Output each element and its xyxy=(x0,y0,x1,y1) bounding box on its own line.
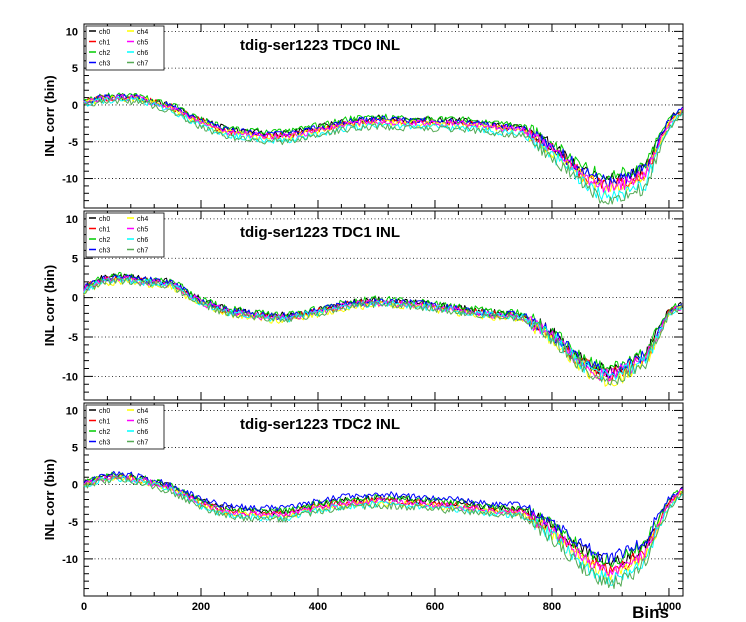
x-tick-labels: 0 200 400 600 800 1000 xyxy=(81,601,681,613)
y-tick-label: 10 xyxy=(66,214,78,226)
panel-tdc2: 10 5 0 -5 -10 0 200 400 600 800 1000 INL corr (bi… xyxy=(42,402,684,622)
series-line-ch6 xyxy=(83,475,683,586)
legend: ch0 ch1 ch2 ch3 ch4 ch5 ch6 ch7 xyxy=(85,212,165,258)
series-line-ch5 xyxy=(83,94,683,193)
panel-tdc1: 10 5 0 -5 -10 INL corr (bin) tdig-ser1223 TD… xyxy=(42,210,684,401)
x-tick-label: 400 xyxy=(309,601,327,613)
legend-label-ch7: ch7 xyxy=(137,248,148,255)
legend-label-ch3: ch3 xyxy=(99,61,110,68)
legend-label-ch4: ch4 xyxy=(137,216,148,223)
legend-label-ch5: ch5 xyxy=(137,40,148,47)
legend: ch0 ch1 ch2 ch3 ch4 ch5 ch6 ch7 xyxy=(85,25,165,71)
x-tick-label: 0 xyxy=(81,601,87,613)
legend-box xyxy=(85,404,165,450)
legend-label-ch5: ch5 xyxy=(137,419,148,426)
legend-box xyxy=(85,25,165,71)
series-line-ch7 xyxy=(83,475,683,589)
y-tick-labels: 10 5 0 -5 -10 xyxy=(62,405,78,565)
series-line-ch6 xyxy=(83,96,683,202)
y-tick-label: -10 xyxy=(62,371,78,383)
legend-label-ch0: ch0 xyxy=(99,216,110,223)
plot-frame xyxy=(83,23,684,209)
y-tick-label: 10 xyxy=(66,26,78,38)
x-tick-label: 1000 xyxy=(657,601,681,613)
legend-label-ch2: ch2 xyxy=(99,50,110,57)
y-tick-label: -10 xyxy=(62,174,78,186)
y-tick-labels: 10 5 0 -5 -10 xyxy=(62,26,78,185)
series-line-ch3 xyxy=(83,470,683,563)
legend-label-ch0: ch0 xyxy=(99,29,110,36)
y-tick-label: 5 xyxy=(72,63,78,75)
y-tick-label: 5 xyxy=(72,253,78,265)
x-tick-label: 200 xyxy=(192,601,210,613)
series-line-ch7 xyxy=(83,277,683,386)
series-line-ch3 xyxy=(83,93,683,188)
y-tick-label: 10 xyxy=(66,405,78,417)
panel-tdc0: 10 5 0 -5 -10 INL corr (bin) tdig-ser1223 TD… xyxy=(42,23,684,209)
y-axis-title: INL corr (bin) xyxy=(42,459,57,540)
legend-label-ch7: ch7 xyxy=(137,440,148,447)
legend-label-ch0: ch0 xyxy=(99,408,110,415)
legend-label-ch4: ch4 xyxy=(137,408,148,415)
axis-ticks xyxy=(83,23,683,209)
y-axis-title: INL corr (bin) xyxy=(42,75,57,156)
legend-label-ch1: ch1 xyxy=(99,227,110,234)
legend-label-ch6: ch6 xyxy=(137,237,148,244)
panel-title: tdig-ser1223 TDC1 INL xyxy=(240,224,400,241)
y-tick-label: 0 xyxy=(72,100,78,112)
panel-title: tdig-ser1223 TDC2 INL xyxy=(240,416,400,433)
y-tick-label: -10 xyxy=(62,554,78,566)
legend-box xyxy=(85,212,165,258)
legend-label-ch1: ch1 xyxy=(99,419,110,426)
legend-label-ch6: ch6 xyxy=(137,50,148,57)
y-axis-title: INL corr (bin) xyxy=(42,265,57,346)
legend-label-ch7: ch7 xyxy=(137,61,148,68)
y-tick-label: 0 xyxy=(72,293,78,305)
series-lines xyxy=(83,92,683,205)
legend-label-ch6: ch6 xyxy=(137,429,148,436)
x-tick-label: 600 xyxy=(426,601,444,613)
x-axis-title: Bins xyxy=(632,603,669,622)
legend-label-ch4: ch4 xyxy=(137,29,148,36)
y-tick-label: -5 xyxy=(68,332,78,344)
y-tick-label: 5 xyxy=(72,443,78,455)
series-lines xyxy=(83,271,683,387)
legend-label-ch2: ch2 xyxy=(99,237,110,244)
series-line-ch6 xyxy=(83,275,683,383)
y-tick-label: -5 xyxy=(68,137,78,149)
legend: ch0 ch1 ch2 ch3 ch4 ch5 ch6 ch7 xyxy=(85,404,165,450)
legend-label-ch5: ch5 xyxy=(137,227,148,234)
legend-label-ch2: ch2 xyxy=(99,429,110,436)
series-lines xyxy=(83,470,683,589)
series-line-ch7 xyxy=(83,97,683,205)
legend-label-ch3: ch3 xyxy=(99,248,110,255)
series-line-ch5 xyxy=(83,474,683,577)
x-tick-label: 800 xyxy=(543,601,561,613)
legend-label-ch1: ch1 xyxy=(99,40,110,47)
y-tick-label: -5 xyxy=(68,517,78,529)
y-tick-labels: 10 5 0 -5 -10 xyxy=(62,214,78,384)
y-tick-label: 0 xyxy=(72,480,78,492)
legend-label-ch3: ch3 xyxy=(99,440,110,447)
panel-title: tdig-ser1223 TDC0 INL xyxy=(240,37,400,54)
